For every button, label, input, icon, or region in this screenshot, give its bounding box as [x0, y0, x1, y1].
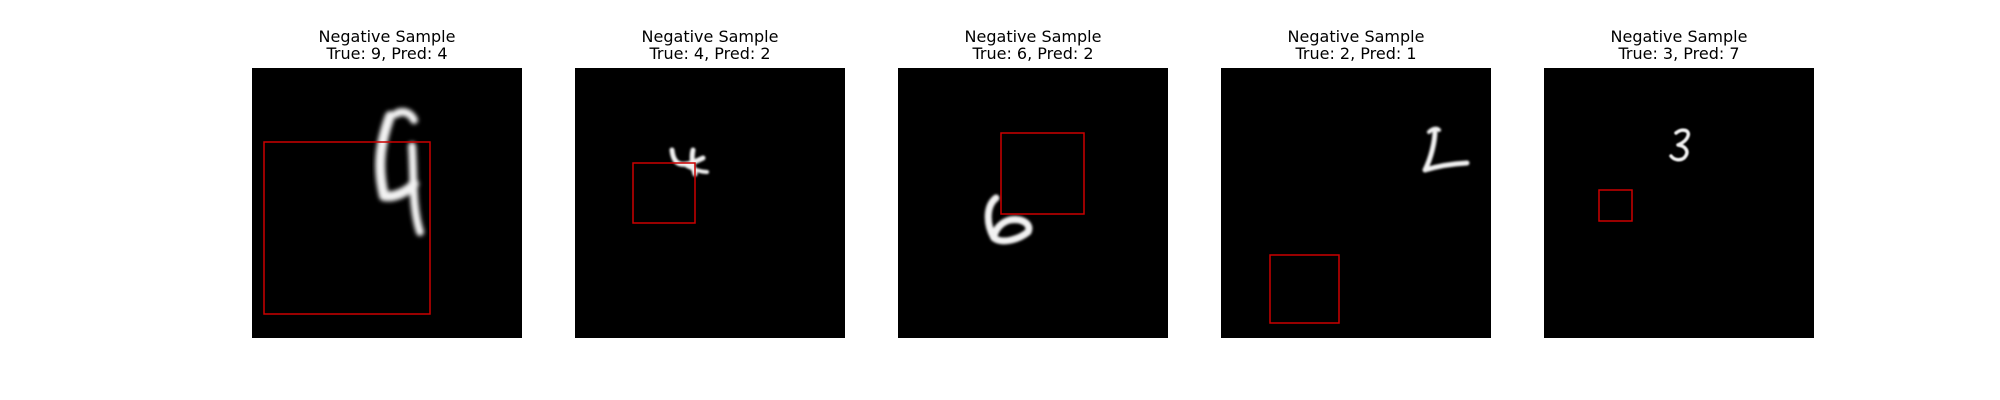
panel-title-line: Negative Sample — [1610, 27, 1748, 46]
handwritten-digit — [375, 108, 424, 236]
panel-caption: True: 2, Pred: 1 — [1295, 44, 1417, 63]
bounding-box — [1598, 189, 1633, 222]
digit-image — [575, 68, 845, 338]
panel-caption: True: 9, Pred: 4 — [326, 44, 448, 63]
sample-panel-2: Negative Sample True: 4, Pred: 2 — [575, 28, 845, 338]
handwritten-digit — [1669, 128, 1691, 162]
digit-image — [898, 68, 1168, 338]
sample-panel-5: Negative Sample True: 3, Pred: 7 — [1544, 28, 1814, 338]
panel-title-line: Negative Sample — [1287, 27, 1425, 46]
panel-title: Negative Sample True: 6, Pred: 2 — [898, 28, 1168, 66]
panel-title: Negative Sample True: 3, Pred: 7 — [1544, 28, 1814, 66]
panel-title: Negative Sample True: 9, Pred: 4 — [252, 28, 522, 66]
panel-title-line: Negative Sample — [318, 27, 456, 46]
digit-image — [252, 68, 522, 338]
sample-panel-3: Negative Sample True: 6, Pred: 2 — [898, 28, 1168, 338]
digit-image — [1221, 68, 1491, 338]
digit-image-svg — [984, 132, 1085, 245]
digit-image — [1544, 68, 1814, 338]
handwritten-digit — [669, 147, 709, 177]
panel-title-line: Negative Sample — [964, 27, 1102, 46]
sample-panel-4: Negative Sample True: 2, Pred: 1 — [1221, 28, 1491, 338]
panel-caption: True: 4, Pred: 2 — [649, 44, 771, 63]
handwritten-digit — [1422, 126, 1470, 173]
digit-image-svg — [263, 108, 431, 315]
panel-title: Negative Sample True: 4, Pred: 2 — [575, 28, 845, 66]
panel-title-line: Negative Sample — [641, 27, 779, 46]
bounding-box — [1269, 254, 1340, 324]
panel-caption: True: 6, Pred: 2 — [972, 44, 1094, 63]
digit-image-svg — [1598, 128, 1691, 222]
panel-caption: True: 3, Pred: 7 — [1618, 44, 1740, 63]
panel-title: Negative Sample True: 2, Pred: 1 — [1221, 28, 1491, 66]
bounding-box — [263, 141, 431, 315]
bounding-box — [1000, 132, 1085, 215]
sample-panel-1: Negative Sample True: 9, Pred: 4 — [252, 28, 522, 338]
handwritten-digit — [984, 194, 1033, 245]
bounding-box — [632, 162, 696, 224]
digit-image-svg — [1269, 126, 1470, 324]
digit-image-svg — [632, 147, 709, 224]
